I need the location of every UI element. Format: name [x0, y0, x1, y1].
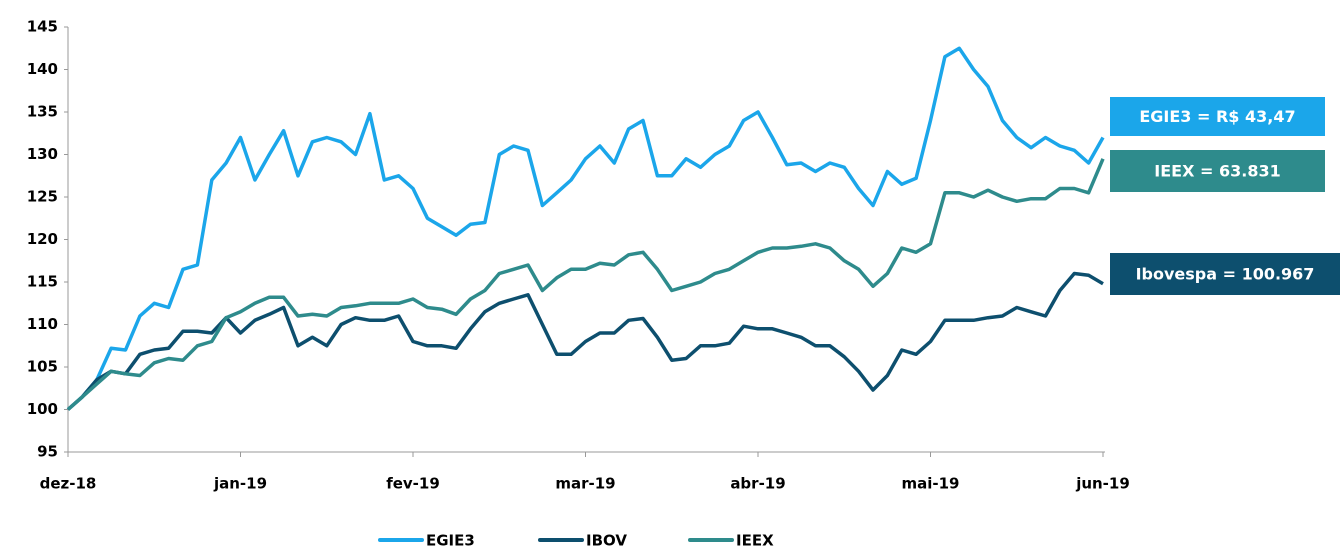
x-tick-label: mai-19 [902, 475, 960, 493]
annotation-box [1110, 150, 1325, 192]
line-series [66, 158, 1105, 411]
annotation-text: Ibovespa = 100.967 [1136, 265, 1315, 284]
y-tick-label: 125 [27, 188, 58, 206]
legend-label: EGIE3 [426, 532, 475, 550]
legend-label: IBOV [586, 532, 627, 550]
annotation-text: EGIE3 = R$ 43,47 [1139, 107, 1295, 126]
line-series [66, 271, 1104, 411]
line-series [66, 46, 1105, 411]
annotation-box [1110, 97, 1325, 136]
x-tick-label: dez-18 [40, 475, 97, 493]
y-tick-label: 95 [37, 443, 58, 461]
x-tick-label: jan-19 [213, 475, 267, 493]
y-tick-label: 135 [27, 103, 58, 121]
y-tick-label: 140 [27, 60, 58, 78]
x-tick-label: jun-19 [1075, 475, 1130, 493]
x-tick-label: fev-19 [386, 475, 440, 493]
annotation-text: IEEX = 63.831 [1154, 162, 1280, 181]
annotation-box [1110, 253, 1340, 295]
y-tick-label: 120 [27, 230, 58, 248]
y-tick-label: 130 [27, 145, 58, 163]
y-tick-label: 105 [27, 358, 58, 376]
y-tick-label: 115 [27, 273, 58, 291]
y-tick-label: 110 [27, 315, 58, 333]
legend-label: IEEX [736, 532, 774, 550]
y-tick-label: 145 [27, 18, 58, 36]
x-tick-label: mar-19 [555, 475, 615, 493]
y-tick-label: 100 [27, 400, 58, 418]
x-tick-label: abr-19 [730, 475, 785, 493]
